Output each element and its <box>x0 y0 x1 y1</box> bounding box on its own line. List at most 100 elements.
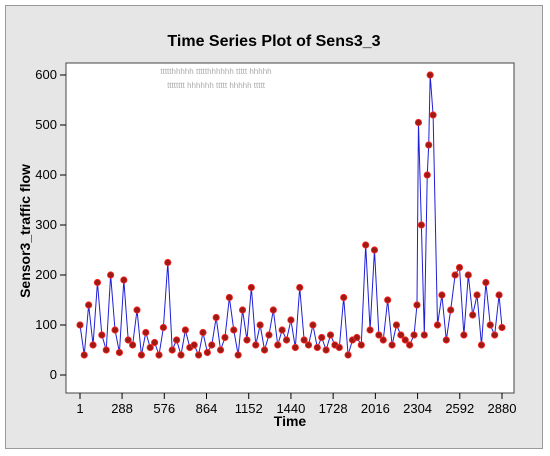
data-point <box>129 341 137 349</box>
data-point <box>120 276 128 284</box>
data-point <box>93 278 102 287</box>
y-tick-label: 500 <box>35 117 57 132</box>
y-tick-label: 0 <box>50 367 57 382</box>
data-point <box>133 306 141 314</box>
chart-frame: Time Series Plot of Sens3_3 Time Sensor3… <box>5 5 543 449</box>
data-point <box>473 291 481 299</box>
data-point <box>164 258 172 267</box>
series-layer <box>76 71 506 359</box>
data-point <box>384 296 392 304</box>
y-axis-label: Sensor3_traffic flow <box>17 164 33 298</box>
data-point <box>203 348 211 357</box>
data-point <box>115 348 124 357</box>
data-point <box>423 171 431 179</box>
data-point <box>304 341 313 349</box>
data-point <box>447 306 455 314</box>
chart-svg: Time Series Plot of Sens3_3 Time Sensor3… <box>17 33 517 429</box>
data-point <box>344 351 352 359</box>
data-point <box>455 263 464 272</box>
x-tick-label: 288 <box>111 401 133 416</box>
data-point <box>357 341 365 349</box>
data-point <box>142 328 150 337</box>
watermark-line: tttttttt hhhhhh ttttt hhhhh ttttt <box>167 81 266 90</box>
data-point <box>413 301 421 309</box>
data-point <box>260 346 269 354</box>
data-point <box>464 271 472 279</box>
data-point <box>243 336 251 344</box>
data-point <box>137 351 146 359</box>
data-point <box>274 341 282 349</box>
data-point <box>300 336 308 344</box>
data-point <box>392 321 401 329</box>
data-point <box>265 331 273 339</box>
x-tick-label: 576 <box>153 401 175 416</box>
chart-title: Time Series Plot of Sens3_3 <box>167 33 380 50</box>
data-point <box>252 341 260 349</box>
data-point <box>401 336 409 344</box>
data-point <box>225 293 233 302</box>
data-point <box>433 321 442 329</box>
x-tick-label: 2592 <box>445 401 474 416</box>
data-point <box>366 326 374 334</box>
x-tick-label: 1152 <box>235 401 263 416</box>
y-tick-label: 200 <box>35 267 57 282</box>
plot-area <box>65 62 515 394</box>
data-point <box>410 331 418 339</box>
watermark: ttttthhhhh ttttthhhhhh ttttt hhhhh ttttt… <box>160 67 271 90</box>
data-point <box>190 341 198 349</box>
y-tick-label: 600 <box>35 67 57 82</box>
data-point <box>477 341 486 349</box>
data-point <box>212 313 220 322</box>
x-tick-label: 864 <box>196 401 218 416</box>
data-point <box>76 321 84 329</box>
data-point <box>282 336 291 344</box>
data-point <box>181 326 189 334</box>
data-point <box>498 323 506 332</box>
data-point <box>326 331 335 339</box>
watermark-line: ttttthhhhh ttttthhhhhh ttttt hhhhh <box>160 67 271 76</box>
data-point <box>417 221 425 229</box>
data-point <box>426 71 434 79</box>
data-point <box>296 283 304 292</box>
data-point <box>486 321 494 329</box>
y-tick-label: 300 <box>35 217 57 232</box>
x-tick-label: 2880 <box>488 401 517 416</box>
data-point <box>420 331 428 339</box>
data-point <box>177 351 185 359</box>
x-tick-label: 2304 <box>403 401 432 416</box>
data-point <box>80 351 88 359</box>
data-point <box>370 246 379 254</box>
data-point <box>495 291 503 299</box>
data-point <box>451 271 459 279</box>
data-point <box>318 333 326 342</box>
data-point <box>278 326 286 334</box>
data-point <box>238 306 247 314</box>
data-point <box>309 321 317 329</box>
y-ticks: 0 100 200 300 400 500 600 <box>35 67 66 382</box>
data-point <box>199 328 207 337</box>
data-point <box>230 326 238 334</box>
data-point <box>313 343 321 352</box>
data-point <box>155 351 163 359</box>
data-point <box>429 111 437 119</box>
x-tick-label: 1 <box>76 401 83 416</box>
data-point <box>291 343 299 352</box>
data-point <box>287 316 295 324</box>
data-point <box>256 321 264 329</box>
data-point <box>146 343 154 352</box>
data-point <box>111 326 119 334</box>
data-point <box>353 333 361 342</box>
data-point <box>172 336 181 344</box>
data-point <box>85 301 93 309</box>
data-point <box>469 311 477 319</box>
data-point <box>491 331 499 339</box>
data-point <box>340 293 348 302</box>
x-axis-label: Time <box>274 413 307 429</box>
data-point <box>425 141 433 149</box>
data-point <box>216 346 225 354</box>
data-point <box>89 341 97 349</box>
data-point <box>124 336 132 344</box>
x-tick-label: 2016 <box>361 401 390 416</box>
data-point <box>322 346 330 354</box>
data-point <box>168 346 176 354</box>
